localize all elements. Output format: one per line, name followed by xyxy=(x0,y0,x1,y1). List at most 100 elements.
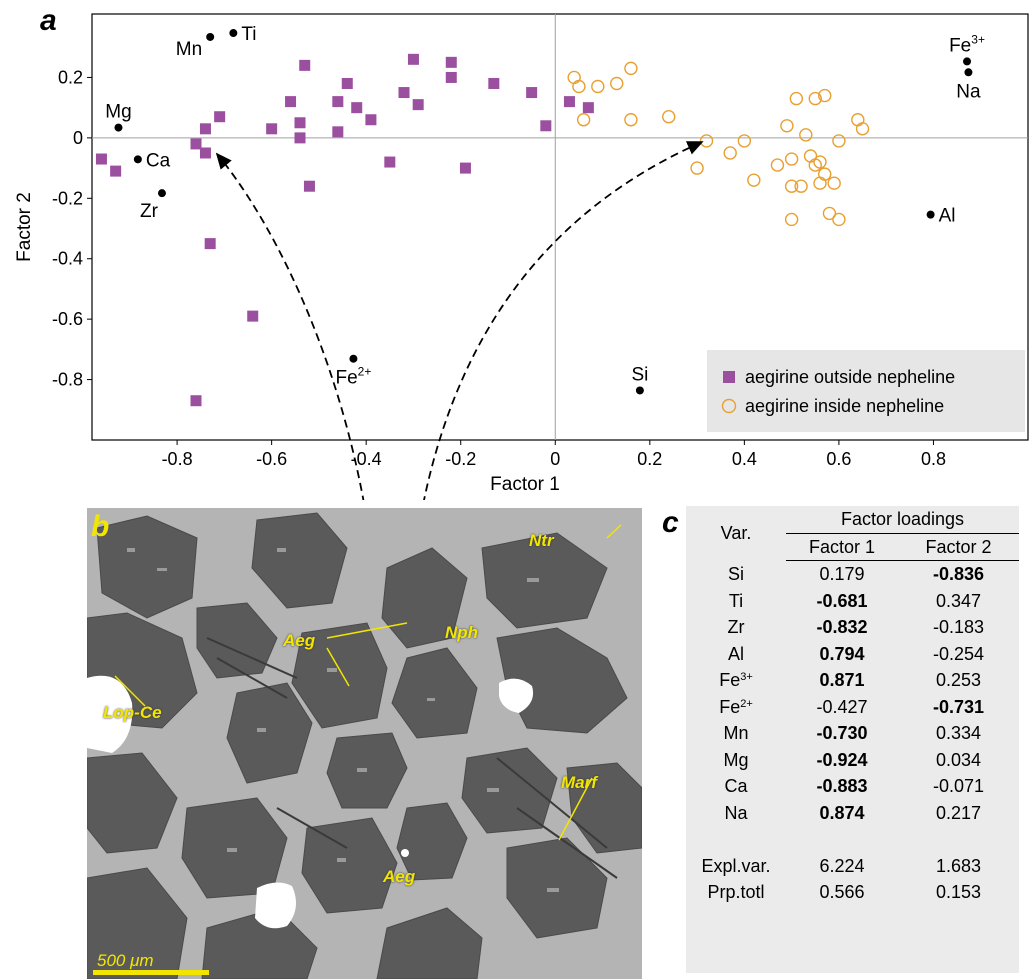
loading-point-Mn xyxy=(206,32,215,41)
loading-label-Na: Na xyxy=(956,81,981,102)
y-tick-label: -0.2 xyxy=(52,188,83,208)
row-variable: Fe2+ xyxy=(719,696,753,717)
table-row: Zr -0.832 -0.183 xyxy=(686,614,1019,641)
row-factor2-value: -0.254 xyxy=(932,643,985,664)
group-header: Factor loadings xyxy=(786,506,1019,534)
footer-label: Expl.var. xyxy=(701,855,771,876)
point-outside-nepheline xyxy=(488,77,500,89)
x-tick-label: -0.6 xyxy=(256,449,287,469)
row-factor1-value: -0.681 xyxy=(816,590,868,611)
point-outside-nepheline xyxy=(285,96,297,108)
y-tick-label: 0.2 xyxy=(58,67,83,87)
loading-label-Mn: Mn xyxy=(176,39,202,60)
legend-box xyxy=(707,350,1025,432)
table-row: Mn -0.730 0.334 xyxy=(686,720,1019,747)
plot-frame xyxy=(91,13,1029,441)
loading-point-Si xyxy=(635,386,644,395)
footer-factor1-value: 6.224 xyxy=(819,855,865,876)
point-inside-nepheline xyxy=(784,179,799,193)
point-outside-nepheline xyxy=(582,102,594,114)
legend-label-inside: aegirine inside nepheline xyxy=(745,396,944,416)
table-row: Fe3+ 0.871 0.253 xyxy=(686,667,1019,694)
x-tick-label: -0.8 xyxy=(162,449,193,469)
row-factor1-value: -0.924 xyxy=(816,749,868,770)
loading-label-Ti: Ti xyxy=(241,24,256,45)
point-inside-nepheline xyxy=(780,119,794,133)
scale-bar-label: 500 μm xyxy=(97,951,154,970)
loading-label-Si: Si xyxy=(631,364,648,385)
table-row: Ti -0.681 0.347 xyxy=(686,588,1019,615)
axes-layer: -0.8 -0.6 -0.4 -0.2 0 0.2 0.4 0.6 0.8 0.2 0 -0.2 -0.… xyxy=(14,13,1029,495)
point-outside-nepheline xyxy=(540,120,552,132)
point-outside-nepheline xyxy=(95,153,107,165)
point-inside-nepheline xyxy=(784,152,799,166)
arrow-outside-nepheline xyxy=(215,152,365,500)
point-inside-nepheline xyxy=(737,134,752,148)
factor-scatter-chart: -0.8 -0.6 -0.4 -0.2 0 0.2 0.4 0.6 0.8 0.2 0 -0.2 -0.… xyxy=(14,13,1029,500)
table-row: Al 0.794 -0.254 xyxy=(686,641,1019,668)
x-tick-label: 0.4 xyxy=(732,449,757,469)
legend-label-outside: aegirine outside nepheline xyxy=(745,367,955,387)
point-inside-nepheline xyxy=(747,173,761,187)
row-variable: Na xyxy=(724,802,748,823)
footer-factor2-value: 1.683 xyxy=(935,855,982,876)
point-inside-nepheline xyxy=(690,161,704,175)
x-tick-label: -0.2 xyxy=(445,449,476,469)
point-inside-nepheline xyxy=(832,212,846,227)
x-tick-label: 0.8 xyxy=(921,449,946,469)
photo-leader-lines xyxy=(114,524,622,841)
col-header-factor2: Factor 2 xyxy=(898,533,1019,561)
x-tick-label: 0.6 xyxy=(826,449,851,469)
point-outside-nepheline xyxy=(459,162,471,174)
table-footer-row: Prp.totl 0.566 0.153 xyxy=(686,879,1019,906)
row-factor2-value: -0.731 xyxy=(932,696,985,717)
point-outside-nepheline xyxy=(199,147,211,159)
point-inside-nepheline xyxy=(827,176,841,190)
row-factor1-value: -0.730 xyxy=(816,723,868,744)
loading-point-Ti xyxy=(229,29,238,38)
row-factor2-value: -0.183 xyxy=(932,617,985,638)
point-inside-nepheline xyxy=(813,155,827,169)
micrograph-image xyxy=(87,508,642,979)
point-outside-nepheline xyxy=(398,87,410,99)
table-row: Mg -0.924 0.034 xyxy=(686,747,1019,774)
point-outside-nepheline xyxy=(294,117,306,129)
point-inside-nepheline xyxy=(662,110,676,124)
table-row: Fe2+ -0.427 -0.731 xyxy=(686,694,1019,721)
loading-point-Zr xyxy=(157,189,166,198)
col-header-factor1: Factor 1 xyxy=(786,533,898,561)
row-factor1-value: 0.794 xyxy=(819,643,865,664)
label-nph: Nph xyxy=(445,623,479,642)
row-factor1-value: -0.427 xyxy=(816,696,868,717)
table-row: Na 0.874 0.217 xyxy=(686,800,1019,827)
bse-micrograph: b Ntr Nph Aeg Lop-Ce Marf Aeg 500 μm xyxy=(87,508,642,979)
loading-point-Fe2plus xyxy=(349,354,358,363)
point-outside-nepheline xyxy=(563,96,575,108)
panel-b-letter: b xyxy=(91,510,110,543)
row-factor2-value: 0.347 xyxy=(935,590,982,611)
point-inside-nepheline xyxy=(624,113,638,127)
row-factor2-value: -0.836 xyxy=(932,564,985,585)
legend-marker-inside xyxy=(721,398,737,414)
table-row: Si 0.179 -0.836 xyxy=(686,561,1019,588)
point-outside-nepheline xyxy=(332,126,344,138)
point-outside-nepheline xyxy=(407,53,419,65)
point-outside-nepheline xyxy=(526,87,538,99)
row-variable: Fe3+ xyxy=(719,670,753,691)
point-outside-nepheline xyxy=(247,310,259,322)
row-variable: Ca xyxy=(724,776,748,797)
scale-bar xyxy=(93,970,209,975)
row-factor1-value: 0.874 xyxy=(819,802,865,823)
footer-factor1-value: 0.566 xyxy=(819,882,865,903)
y-tick-label: 0 xyxy=(73,128,83,148)
marks-layer: Mn Ti Mg Ca Zr Fe2+ Si Al Fe3+ Na aegirine outside… xyxy=(95,24,1025,432)
point-outside-nepheline xyxy=(299,59,311,71)
point-inside-nepheline xyxy=(818,167,832,181)
label-aeg-bottom: Aeg xyxy=(383,867,416,886)
row-variable: Mn xyxy=(723,723,749,744)
point-outside-nepheline xyxy=(384,156,396,168)
point-inside-nepheline xyxy=(770,158,785,172)
point-inside-nepheline xyxy=(799,128,813,142)
factor-loadings-table: Var. Factor loadings Factor 1 Factor 2 S… xyxy=(686,506,1019,906)
loading-label-Ca: Ca xyxy=(146,150,171,171)
